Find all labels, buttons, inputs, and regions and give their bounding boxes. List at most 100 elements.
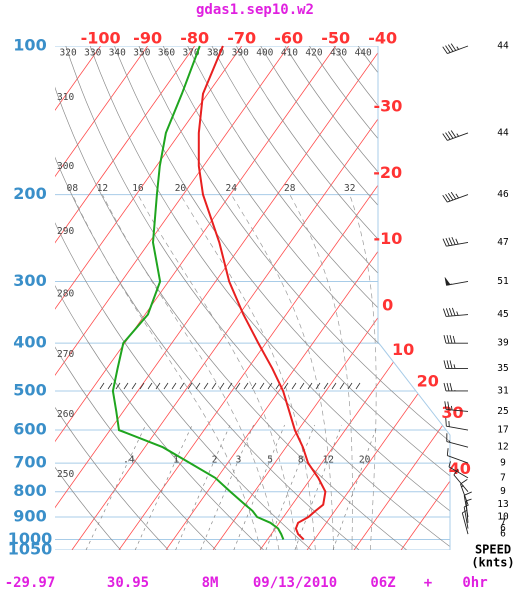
isotherm bbox=[55, 46, 148, 550]
y-tick-label: 600 bbox=[13, 420, 46, 439]
wind-barb bbox=[460, 479, 469, 505]
hatch-mark bbox=[267, 382, 273, 390]
x-tick-label: -90 bbox=[133, 29, 162, 48]
dry-adiabat-label: 310 bbox=[57, 92, 74, 103]
plot-boundary bbox=[377, 46, 451, 550]
isotherm bbox=[55, 46, 384, 550]
wind-barb bbox=[446, 433, 469, 448]
wind-speed-label: 6 bbox=[500, 523, 506, 534]
x-tick-label: -50 bbox=[321, 29, 350, 48]
mixing-ratio-label: .4 bbox=[123, 455, 135, 466]
wind-barb bbox=[443, 382, 468, 392]
dry-adiabat bbox=[138, 46, 450, 550]
moist-adiabat bbox=[231, 194, 334, 550]
hatch-mark bbox=[299, 382, 305, 390]
dry-adiabat bbox=[55, 46, 264, 550]
wind-speed-label: 44 bbox=[497, 41, 509, 52]
x-tick-label: 10 bbox=[392, 340, 414, 359]
mixing-ratio-line bbox=[175, 424, 231, 550]
dry-adiabat bbox=[187, 46, 450, 550]
wind-barb bbox=[448, 461, 469, 479]
isotherm bbox=[55, 46, 242, 550]
mixing-ratio-line bbox=[233, 424, 285, 550]
y-tick-label: 900 bbox=[13, 506, 46, 525]
moist-adiabat bbox=[289, 194, 353, 550]
hatch-mark bbox=[123, 382, 129, 390]
hatch-mark bbox=[211, 382, 217, 390]
mixing-ratio-label: 3 bbox=[236, 455, 242, 466]
hatch-mark bbox=[243, 382, 249, 390]
dry-adiabat-label: 360 bbox=[158, 48, 175, 59]
dry-adiabat-label: 380 bbox=[207, 48, 224, 59]
mixing-ratio-line bbox=[134, 424, 193, 550]
x-tick-label: -20 bbox=[373, 163, 402, 182]
x-tick-label: -60 bbox=[274, 29, 303, 48]
dry-adiabat bbox=[284, 46, 450, 550]
wind-speed-label: 39 bbox=[497, 338, 509, 349]
wind-speed-label: 12 bbox=[497, 442, 508, 453]
dry-adiabat-label: 390 bbox=[232, 48, 249, 59]
wind-speed-label: 9 bbox=[500, 486, 506, 497]
moist-adiabat bbox=[349, 194, 377, 550]
x-tick-label: -40 bbox=[368, 29, 397, 48]
hatch-mark bbox=[99, 382, 105, 390]
dry-adiabat bbox=[55, 46, 217, 550]
hatch-mark bbox=[179, 382, 185, 390]
plot-area bbox=[55, 46, 450, 550]
dry-adiabat bbox=[55, 46, 360, 550]
wind-speed-label: 9 bbox=[500, 458, 506, 469]
moist-adiabat bbox=[102, 194, 280, 550]
dry-adiabat-label: 260 bbox=[57, 409, 74, 420]
hatch-mark bbox=[195, 382, 201, 390]
dry-adiabat-label: 250 bbox=[57, 469, 74, 480]
hatch-mark bbox=[187, 382, 193, 390]
wind-barb bbox=[442, 191, 469, 203]
dry-adiabat bbox=[89, 46, 450, 550]
dry-adiabat-label: 280 bbox=[57, 289, 74, 300]
dry-adiabat-label: 270 bbox=[57, 349, 74, 360]
wind-barb bbox=[442, 43, 469, 54]
mixing-ratio-label: 12 bbox=[323, 455, 334, 466]
isotherm bbox=[55, 46, 337, 550]
dry-adiabat-label: 370 bbox=[182, 48, 199, 59]
hatch-mark bbox=[227, 382, 233, 390]
moist-adiabat-label: 24 bbox=[226, 183, 238, 194]
mixing-ratio-label: 5 bbox=[267, 455, 273, 466]
wind-speed-label: 25 bbox=[497, 406, 508, 417]
footer-text: -29.97 bbox=[5, 575, 56, 591]
footer-text: 09/13/2010 bbox=[253, 575, 337, 591]
hatch-mark bbox=[355, 382, 361, 390]
wind-speed-label: 6 bbox=[500, 529, 506, 540]
dry-adiabat bbox=[260, 46, 450, 550]
moist-adiabat-label: 12 bbox=[97, 183, 108, 194]
dry-adiabat-label: 350 bbox=[133, 48, 150, 59]
wind-barb bbox=[463, 504, 469, 529]
mixing-ratio-line bbox=[332, 424, 378, 550]
wind-barb bbox=[443, 360, 468, 369]
isotherm bbox=[55, 46, 290, 550]
hatch-mark bbox=[219, 382, 225, 390]
y-tick-label: 1050 bbox=[8, 540, 53, 559]
hatch-mark bbox=[147, 382, 153, 390]
wind-speed-label: 44 bbox=[497, 127, 509, 138]
dry-adiabat-label: 300 bbox=[57, 161, 74, 172]
isotherm bbox=[165, 46, 450, 550]
y-tick-label: 500 bbox=[13, 380, 46, 399]
y-tick-label: 400 bbox=[13, 333, 46, 352]
dry-adiabat-label: 440 bbox=[355, 48, 372, 59]
y-tick-label: 800 bbox=[13, 481, 46, 500]
wind-speed-label: 31 bbox=[497, 385, 509, 396]
chart-title: gdas1.sep10.w2 bbox=[196, 2, 314, 18]
wind-barb bbox=[444, 401, 469, 412]
hatch-mark bbox=[283, 382, 289, 390]
wind-barb bbox=[461, 510, 469, 535]
y-tick-label: 700 bbox=[13, 453, 46, 472]
wind-barb bbox=[445, 417, 469, 431]
dry-adiabat bbox=[162, 46, 450, 550]
dry-adiabat-label: 330 bbox=[84, 48, 101, 59]
hatch-mark bbox=[291, 382, 297, 390]
profile-line bbox=[197, 45, 327, 541]
moist-adiabat-label: 32 bbox=[344, 183, 355, 194]
moist-adiabat-label: 16 bbox=[132, 183, 144, 194]
wind-pennant bbox=[444, 277, 451, 286]
